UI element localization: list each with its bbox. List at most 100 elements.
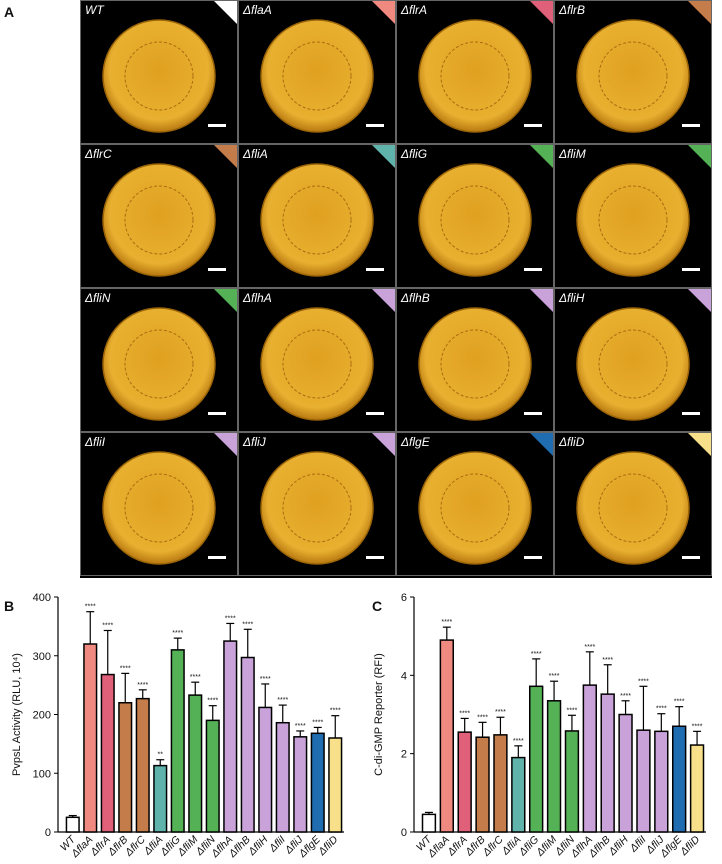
panel-label: B — [4, 598, 14, 614]
biofilm-image — [418, 19, 532, 133]
bar — [240, 656, 255, 833]
bar — [153, 764, 168, 833]
biofilm-core — [282, 473, 352, 543]
scale-bar — [366, 268, 384, 271]
tile-border — [238, 432, 396, 576]
tile-label: ΔflaA — [242, 3, 272, 17]
biofilm-core — [440, 185, 510, 255]
y-tick-label: 4 — [401, 670, 407, 682]
significance-label: **** — [584, 644, 595, 651]
significance-label: **** — [566, 707, 577, 714]
tile-label: ΔfliN — [84, 291, 111, 305]
significance-label: **** — [441, 619, 452, 626]
tile-label: ΔfliH — [558, 291, 585, 305]
tile-border — [80, 144, 238, 288]
panel-label: C — [372, 598, 382, 614]
significance-label: **** — [477, 714, 488, 721]
bar — [170, 649, 185, 833]
y-tick-label: 100 — [33, 768, 51, 780]
tile-label: ΔflrB — [558, 3, 585, 17]
biofilm-image — [102, 307, 216, 421]
tile-label: ΔflhB — [400, 291, 430, 305]
significance-label: **** — [330, 708, 341, 715]
scale-bar — [524, 124, 542, 127]
bar — [564, 730, 580, 833]
corner-marker — [688, 289, 711, 312]
significance-label: **** — [190, 674, 201, 681]
bar — [546, 700, 562, 833]
tile-label: ΔfliA — [242, 147, 268, 161]
biofilm-core — [598, 473, 668, 543]
significance-label: **** — [656, 706, 667, 713]
significance-label: **** — [172, 630, 183, 637]
biofilm-core — [440, 329, 510, 399]
significance-label: **** — [295, 723, 306, 730]
bar — [529, 685, 544, 833]
significance-label: **** — [120, 665, 131, 672]
tile-border — [396, 432, 554, 576]
significance-label: **** — [513, 738, 524, 745]
bar — [118, 702, 133, 833]
biofilm-core — [440, 473, 510, 543]
significance-label: **** — [638, 678, 649, 685]
tile-border — [80, 432, 238, 576]
significance-label: **** — [102, 622, 113, 629]
corner-marker — [372, 1, 395, 24]
bar — [511, 756, 526, 833]
biofilm-core — [124, 473, 194, 543]
y-tick-label: 0 — [401, 827, 407, 839]
scale-bar — [366, 412, 384, 415]
bar — [636, 729, 651, 833]
panel-label: A — [4, 4, 14, 20]
significance-label: **** — [495, 709, 506, 716]
corner-marker — [688, 145, 711, 168]
y-tick-label: 300 — [33, 651, 51, 663]
significance-label: ** — [158, 752, 164, 759]
biofilm-image — [576, 451, 690, 565]
bar — [493, 734, 508, 833]
corner-marker — [688, 433, 711, 456]
significance-label: **** — [692, 723, 703, 730]
bar — [65, 816, 80, 833]
bar — [457, 731, 472, 833]
corner-marker — [214, 433, 237, 456]
biofilm-image — [418, 307, 532, 421]
corner-marker — [530, 145, 553, 168]
tile-border — [80, 0, 238, 144]
bar — [275, 721, 290, 833]
significance-label: **** — [312, 719, 323, 726]
significance-label: **** — [260, 676, 271, 683]
bar — [205, 719, 220, 833]
scale-bar — [208, 124, 226, 127]
tile-border — [554, 288, 712, 432]
tile-border — [238, 144, 396, 288]
biofilm-image — [260, 307, 374, 421]
significance-label: **** — [207, 698, 218, 705]
bar — [100, 673, 115, 833]
tile-label: ΔflgE — [400, 435, 431, 449]
scale-bar — [682, 556, 700, 559]
biofilm-image — [418, 163, 532, 277]
bar — [310, 732, 325, 833]
tile-label: ΔflrC — [84, 147, 112, 161]
biofilm-image — [576, 307, 690, 421]
bar — [135, 697, 150, 833]
corner-marker — [688, 1, 711, 24]
significance-label: **** — [277, 697, 288, 704]
x-tick-label: ΔfliD — [315, 833, 340, 858]
bar — [421, 813, 437, 833]
bar — [618, 713, 633, 833]
bar — [293, 736, 308, 833]
x-tick-label: ΔfliD — [677, 833, 702, 858]
biofilm-core — [282, 329, 352, 399]
scale-bar — [208, 556, 226, 559]
biofilm-image — [260, 451, 374, 565]
scale-bar — [366, 556, 384, 559]
biofilm-image — [102, 19, 216, 133]
significance-label: **** — [674, 699, 685, 706]
biofilm-core — [598, 329, 668, 399]
biofilm-image — [102, 451, 216, 565]
bar — [475, 736, 490, 833]
scale-bar — [524, 556, 542, 559]
tile-border — [238, 0, 396, 144]
